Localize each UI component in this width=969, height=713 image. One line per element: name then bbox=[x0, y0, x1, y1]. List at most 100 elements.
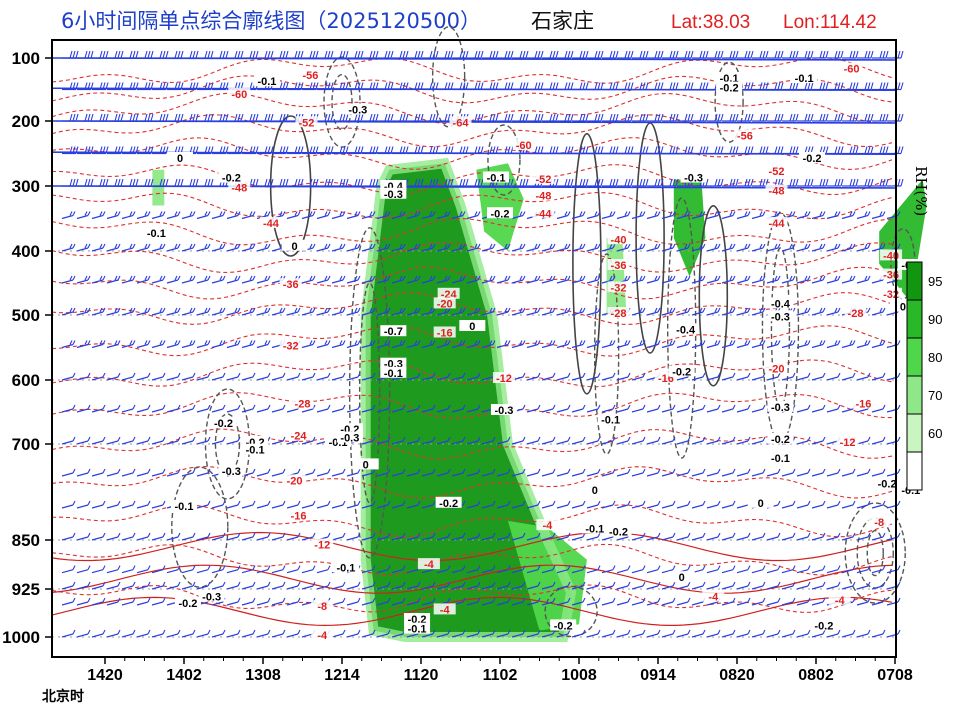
wind-barb bbox=[571, 372, 586, 381]
omega-label-bg bbox=[597, 413, 624, 425]
wind-barb bbox=[676, 211, 691, 220]
wind-barb bbox=[736, 629, 751, 638]
wind-barb bbox=[76, 211, 91, 220]
wind-barb bbox=[166, 565, 181, 574]
wind-barb bbox=[436, 307, 451, 316]
wind-barb bbox=[91, 500, 106, 509]
wind-barb bbox=[481, 565, 496, 574]
temperature-isotherm bbox=[51, 392, 893, 419]
wind-barb bbox=[646, 597, 661, 606]
ytick-label: 850 bbox=[12, 531, 40, 550]
wind-barb bbox=[632, 113, 649, 122]
wind-barb bbox=[781, 629, 796, 638]
wind-barb bbox=[211, 211, 226, 220]
temperature-label: -16 bbox=[855, 399, 871, 411]
wind-barb bbox=[826, 500, 841, 509]
wind-barb bbox=[857, 178, 874, 187]
wind-barb bbox=[736, 211, 751, 220]
wind-barb bbox=[376, 404, 391, 413]
wind-barb bbox=[706, 436, 721, 445]
wind-barb bbox=[511, 629, 526, 638]
wind-barb bbox=[586, 275, 601, 284]
wind-barb bbox=[91, 275, 106, 284]
wind-barb bbox=[691, 340, 706, 349]
wind-barb bbox=[677, 50, 694, 59]
wind-barb bbox=[467, 50, 484, 59]
rh-region-rim bbox=[360, 157, 577, 642]
wind-barb bbox=[721, 436, 736, 445]
wind-barb bbox=[706, 307, 721, 316]
chart-title: 6小时间隔单点综合廓线图（2025120500） bbox=[61, 9, 481, 33]
wind-barb bbox=[181, 243, 196, 252]
wind-barb bbox=[661, 532, 676, 541]
wind-barb bbox=[421, 243, 436, 252]
wind-barb bbox=[211, 404, 226, 413]
temperature-label-bg bbox=[607, 233, 630, 245]
omega-label-bg bbox=[218, 464, 245, 476]
temperature-label: -4 bbox=[440, 604, 451, 616]
colorbar-label: 80 bbox=[928, 350, 942, 365]
wind-barb bbox=[241, 340, 256, 349]
omega-label: -0.1 bbox=[585, 523, 604, 535]
wind-barb bbox=[496, 468, 511, 477]
omega-label-bg bbox=[218, 171, 245, 183]
temperature-label-bg bbox=[536, 519, 559, 531]
temperature-label-bg bbox=[868, 516, 891, 527]
wind-barb bbox=[676, 532, 691, 541]
colorbar-label: 90 bbox=[928, 312, 942, 327]
wind-barb bbox=[301, 532, 316, 541]
wind-barb bbox=[616, 581, 631, 590]
wind-barb bbox=[661, 597, 676, 606]
wind-barb bbox=[631, 565, 646, 574]
wind-barb bbox=[407, 113, 424, 122]
wind-barb bbox=[811, 243, 826, 252]
omega-label: 0 bbox=[469, 321, 475, 333]
wind-barb bbox=[541, 340, 556, 349]
wind-barb bbox=[466, 275, 481, 284]
wind-barb bbox=[331, 340, 346, 349]
wind-barb bbox=[871, 565, 886, 574]
wind-barb bbox=[421, 500, 436, 509]
temperature-isotherm bbox=[51, 543, 893, 576]
station-name: 石家庄 bbox=[531, 9, 594, 33]
wind-barb bbox=[692, 50, 709, 59]
omega-label: -0.3 bbox=[348, 105, 367, 117]
ytick-label: 1000 bbox=[2, 628, 40, 647]
wind-barb bbox=[706, 581, 721, 590]
omega-label: -0.2 bbox=[554, 620, 573, 632]
wind-barb bbox=[406, 275, 421, 284]
wind-barb bbox=[871, 597, 886, 606]
wind-barb bbox=[751, 340, 766, 349]
wind-barb bbox=[676, 500, 691, 509]
wind-barb bbox=[361, 581, 376, 590]
wind-barb bbox=[691, 581, 706, 590]
wind-barb bbox=[301, 307, 316, 316]
temperature-label-bg bbox=[228, 87, 251, 99]
wind-barb bbox=[151, 243, 166, 252]
temperature-label: -4 bbox=[835, 595, 846, 607]
wind-barb bbox=[166, 581, 181, 590]
wind-barb bbox=[766, 581, 781, 590]
wind-barb bbox=[691, 275, 706, 284]
omega-label-bg bbox=[799, 152, 826, 163]
wind-barb bbox=[196, 532, 211, 541]
omega-label: -0.1 bbox=[147, 228, 166, 240]
xtick-label: 0914 bbox=[640, 667, 676, 684]
wind-barb bbox=[856, 243, 871, 252]
wind-barb bbox=[241, 565, 256, 574]
wind-barb bbox=[91, 629, 106, 638]
wind-barb bbox=[286, 211, 301, 220]
temperature-contours bbox=[51, 57, 893, 627]
wind-barb bbox=[511, 565, 526, 574]
wind-barb bbox=[166, 340, 181, 349]
wind-barb bbox=[797, 113, 814, 122]
wind-barb bbox=[601, 597, 616, 606]
wind-barb bbox=[661, 275, 676, 284]
wind-barb bbox=[796, 468, 811, 477]
omega-label-bg bbox=[791, 72, 818, 84]
temperature-label-bg bbox=[311, 538, 334, 550]
wind-barb bbox=[301, 275, 316, 284]
wind-barb bbox=[136, 581, 151, 590]
colorbar-label: 70 bbox=[928, 388, 942, 403]
temperature-label-bg bbox=[433, 326, 456, 338]
